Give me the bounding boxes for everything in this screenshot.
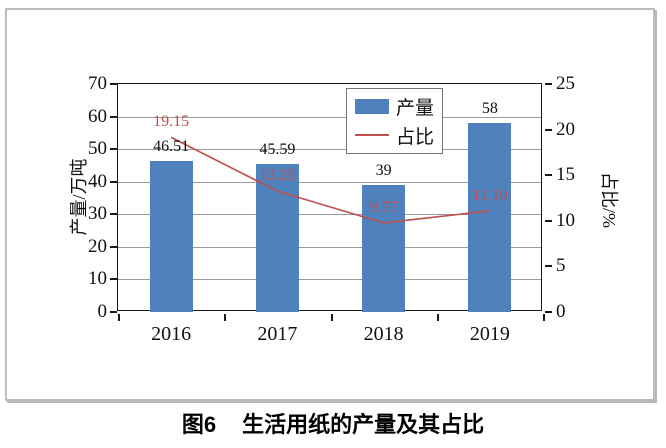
right-axis-tick-mark [545, 83, 552, 85]
bar-value-label: 45.59 [259, 140, 296, 158]
left-axis-tick-label: 10 [88, 268, 107, 290]
right-axis-tick-mark [545, 311, 552, 313]
gridline [118, 181, 541, 183]
x-axis-tick-mark [436, 314, 439, 321]
left-axis-tick-label: 70 [88, 73, 107, 94]
legend: 产量 占比 [346, 88, 443, 154]
left-axis-tick-mark [110, 278, 117, 281]
right-axis-tick-label: 15 [556, 164, 575, 186]
right-axis-title: 占比/% [599, 172, 619, 228]
gridline [118, 214, 541, 216]
right-axis-tick-mark [545, 265, 552, 268]
left-axis-tick-mark [110, 245, 117, 248]
left-axis-tick-mark [110, 148, 117, 151]
gridline [118, 116, 541, 118]
line-value-label: 11.10 [472, 186, 508, 204]
right-axis-tick-label: 25 [556, 73, 575, 94]
legend-bar-swatch [355, 99, 389, 115]
ratio-line [170, 136, 490, 224]
left-axis-tick-label: 0 [97, 301, 108, 322]
right-axis-tick-label: 0 [556, 301, 566, 322]
gridline [118, 149, 541, 151]
legend-entry-ratio: 占比 [355, 122, 434, 149]
x-axis-tick-mark [118, 314, 120, 321]
left-axis-tick-label: 30 [88, 203, 107, 225]
line-value-label: 9.77 [369, 198, 398, 216]
left-axis-tick-mark [110, 115, 117, 118]
right-axis-tick-label: 5 [556, 255, 566, 277]
legend-line-swatch [355, 134, 389, 137]
left-axis-tick-label: 20 [88, 235, 107, 257]
production-bar [468, 123, 512, 312]
line-value-label: 19.15 [153, 113, 190, 131]
x-axis-tick-mark [543, 314, 545, 321]
right-axis-tick-mark [545, 128, 552, 131]
figure-caption-number: 图6 [181, 412, 217, 437]
line-value-label: 13.25 [259, 167, 296, 185]
x-axis-tick-mark [224, 314, 227, 321]
bar-value-label: 46.51 [153, 137, 190, 155]
x-axis-tick-label: 2017 [257, 323, 298, 345]
x-axis-tick-label: 2019 [469, 323, 510, 345]
gridline [118, 279, 541, 281]
right-axis-tick-mark [545, 174, 552, 177]
left-axis-tick-mark [110, 311, 117, 313]
production-bar [255, 163, 299, 312]
production-bar [362, 184, 406, 312]
right-axis-tick-label: 10 [556, 209, 575, 231]
left-axis-tick-label: 50 [88, 138, 107, 160]
figure-caption: 图6 生活用纸的产量及其占比 [0, 407, 666, 439]
legend-label-production: 产量 [396, 98, 435, 120]
left-axis-tick-label: 60 [88, 105, 107, 127]
left-axis-tick-mark [110, 213, 117, 216]
left-axis-tick-mark [110, 180, 117, 183]
plot-area: 产量 占比 46.51 45.59 39 58 19.15 13.25 9.77 11.10 [117, 83, 542, 312]
chart-frame: 产量/万吨 占比/% 产量 占比 46.51 45.59 39 58 19.15 13.2… [5, 8, 655, 401]
x-axis-tick-label: 2016 [151, 323, 192, 345]
x-axis-tick-label: 2018 [363, 323, 404, 345]
right-axis-tick-label: 20 [556, 118, 575, 140]
x-axis-tick-mark [330, 314, 333, 321]
gridline [118, 246, 541, 248]
production-bar [149, 160, 193, 312]
right-axis-tick-mark [545, 219, 552, 222]
legend-entry-production: 产量 [355, 93, 434, 120]
legend-label-ratio: 占比 [396, 126, 435, 148]
bar-value-label: 39 [375, 161, 392, 179]
figure-caption-title: 生活用纸的产量及其占比 [242, 412, 485, 437]
left-axis-tick-mark [110, 83, 117, 85]
bar-value-label: 58 [481, 100, 498, 118]
left-axis-tick-label: 40 [88, 170, 107, 192]
